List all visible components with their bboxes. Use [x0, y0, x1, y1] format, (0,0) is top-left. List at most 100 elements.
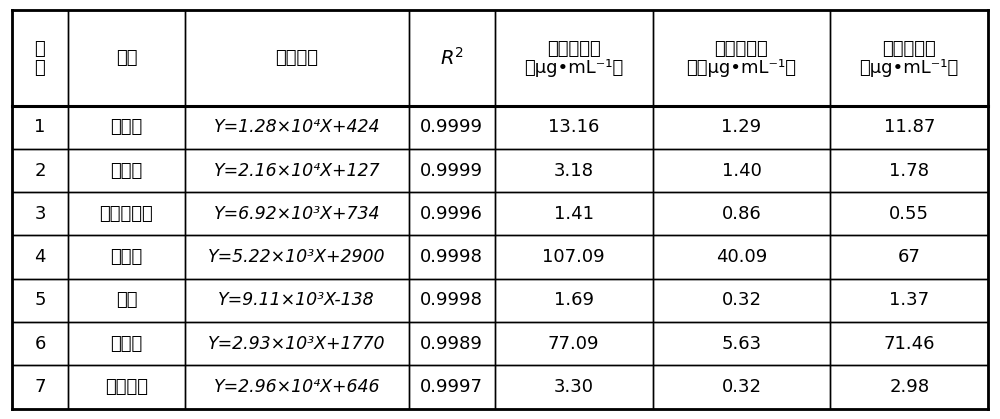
- Bar: [68, 192, 185, 235]
- Text: 0.9997: 0.9997: [420, 378, 483, 396]
- Bar: [495, 106, 652, 149]
- Bar: [68, 322, 185, 365]
- Bar: [12, 149, 68, 192]
- Text: Y=2.16×10⁴X+127: Y=2.16×10⁴X+127: [213, 162, 380, 180]
- Text: 0.9996: 0.9996: [420, 205, 483, 223]
- Bar: [68, 235, 185, 279]
- Text: 0.32: 0.32: [721, 378, 761, 396]
- Bar: [12, 322, 68, 365]
- Text: 5: 5: [34, 291, 46, 309]
- Text: 鼠李糖: 鼠李糖: [110, 162, 143, 180]
- Text: 木糖: 木糖: [116, 291, 137, 309]
- Text: 回归方程: 回归方程: [275, 49, 318, 67]
- Bar: [409, 106, 495, 149]
- Bar: [830, 106, 988, 149]
- Bar: [495, 192, 652, 235]
- Bar: [12, 192, 68, 235]
- Bar: [12, 279, 68, 322]
- Text: 1.37: 1.37: [889, 291, 929, 309]
- Text: Y=1.28×10⁴X+424: Y=1.28×10⁴X+424: [213, 118, 380, 136]
- Text: 2: 2: [34, 162, 46, 180]
- Bar: [409, 279, 495, 322]
- Text: 1.41: 1.41: [554, 205, 594, 223]
- Text: 1: 1: [34, 118, 46, 136]
- Text: 3: 3: [34, 205, 46, 223]
- Bar: [652, 10, 830, 106]
- Text: 5.63: 5.63: [721, 335, 762, 353]
- Bar: [830, 279, 988, 322]
- Text: 号: 号: [35, 59, 45, 77]
- Bar: [495, 10, 652, 106]
- Bar: [185, 192, 409, 235]
- Text: 0.9999: 0.9999: [420, 162, 483, 180]
- Text: 0.9989: 0.9989: [420, 335, 483, 353]
- Text: 0.32: 0.32: [721, 291, 761, 309]
- Text: Y=5.22×10³X+2900: Y=5.22×10³X+2900: [208, 248, 385, 266]
- Text: Y=2.96×10⁴X+646: Y=2.96×10⁴X+646: [213, 378, 380, 396]
- Bar: [409, 10, 495, 106]
- Bar: [652, 279, 830, 322]
- Text: 未水解药桑: 未水解药桑: [715, 39, 768, 57]
- Bar: [185, 149, 409, 192]
- Text: 71.46: 71.46: [883, 335, 935, 353]
- Bar: [68, 149, 185, 192]
- Text: 0.86: 0.86: [722, 205, 761, 223]
- Text: 药桑椹多糖: 药桑椹多糖: [882, 39, 936, 57]
- Bar: [830, 235, 988, 279]
- Text: 1.40: 1.40: [722, 162, 761, 180]
- Bar: [409, 235, 495, 279]
- Bar: [495, 322, 652, 365]
- Bar: [652, 365, 830, 409]
- Bar: [495, 149, 652, 192]
- Text: 单糖: 单糖: [116, 49, 137, 67]
- Bar: [185, 365, 409, 409]
- Text: 11.87: 11.87: [884, 118, 935, 136]
- Bar: [409, 192, 495, 235]
- Bar: [12, 106, 68, 149]
- Bar: [830, 10, 988, 106]
- Bar: [652, 192, 830, 235]
- Text: $\mathit{R}^2$: $\mathit{R}^2$: [440, 47, 464, 69]
- Bar: [409, 365, 495, 409]
- Bar: [68, 365, 185, 409]
- Text: 107.09: 107.09: [542, 248, 605, 266]
- Text: （μg•mL⁻¹）: （μg•mL⁻¹）: [860, 59, 959, 77]
- Bar: [185, 279, 409, 322]
- Text: 葡萄糖醛酸: 葡萄糖醛酸: [100, 205, 153, 223]
- Bar: [68, 10, 185, 106]
- Text: 葡萄糖: 葡萄糖: [110, 248, 143, 266]
- Bar: [12, 235, 68, 279]
- Text: 2.98: 2.98: [889, 378, 929, 396]
- Bar: [652, 322, 830, 365]
- Text: 3.18: 3.18: [554, 162, 594, 180]
- Text: 0.55: 0.55: [889, 205, 929, 223]
- Text: 1.29: 1.29: [721, 118, 762, 136]
- Bar: [12, 365, 68, 409]
- Bar: [495, 279, 652, 322]
- Text: 0.9998: 0.9998: [420, 248, 483, 266]
- Text: 7: 7: [34, 378, 46, 396]
- Text: 4: 4: [34, 248, 46, 266]
- Bar: [185, 10, 409, 106]
- Text: Y=9.11×10³X-138: Y=9.11×10³X-138: [218, 291, 375, 309]
- Text: 67: 67: [898, 248, 921, 266]
- Text: 编: 编: [35, 39, 45, 57]
- Text: 0.9999: 0.9999: [420, 118, 483, 136]
- Bar: [185, 322, 409, 365]
- Bar: [830, 149, 988, 192]
- Text: 0.9998: 0.9998: [420, 291, 483, 309]
- Text: Y=2.93×10³X+1770: Y=2.93×10³X+1770: [208, 335, 385, 353]
- Bar: [409, 322, 495, 365]
- Text: 水解药桑椹: 水解药桑椹: [547, 39, 601, 57]
- Bar: [652, 235, 830, 279]
- Text: 阿拉伯糖: 阿拉伯糖: [105, 378, 148, 396]
- Text: 77.09: 77.09: [548, 335, 599, 353]
- Bar: [830, 365, 988, 409]
- Bar: [185, 235, 409, 279]
- Text: 3.30: 3.30: [554, 378, 594, 396]
- Text: 1.69: 1.69: [554, 291, 594, 309]
- Bar: [12, 10, 68, 106]
- Text: Y=6.92×10³X+734: Y=6.92×10³X+734: [213, 205, 380, 223]
- Text: 13.16: 13.16: [548, 118, 599, 136]
- Text: 甘露糖: 甘露糖: [110, 118, 143, 136]
